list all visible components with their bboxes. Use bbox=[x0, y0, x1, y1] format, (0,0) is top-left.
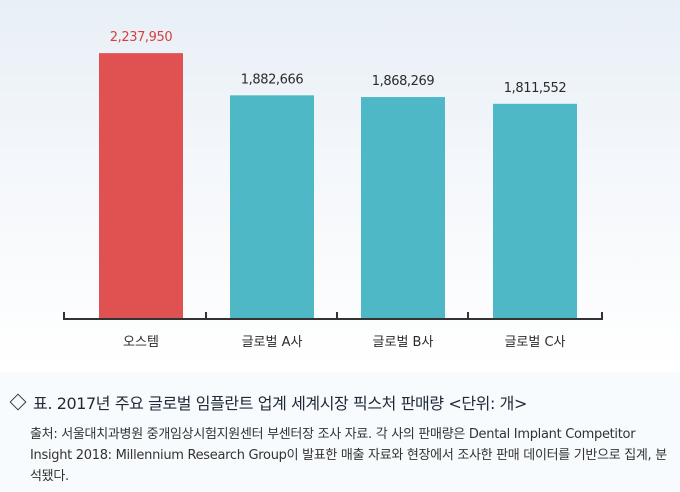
bar-chart: 2,237,950 오스템 1,882,666 글로벌 A사 1,868,269 글로벌 … bbox=[63, 30, 603, 350]
bar-value-label: 2,237,950 bbox=[110, 30, 173, 45]
caption-source: 출처: 서울대치과병원 중개임상시험지원센터 부센터장 조사 자료. 각 사의 … bbox=[30, 427, 667, 484]
caption-panel: 표. 2017년 주요 글로벌 임플란트 업계 세계시장 픽스처 판매량 <단위… bbox=[0, 372, 680, 492]
category-label: 글로벌 C사 bbox=[504, 335, 565, 350]
bar-value-label: 1,882,666 bbox=[241, 72, 304, 87]
diamond-outline-icon bbox=[9, 393, 27, 411]
caption-title: 표. 2017년 주요 글로벌 임플란트 업계 세계시장 픽스처 판매량 <단위… bbox=[33, 394, 527, 413]
category-label: 글로벌 B사 bbox=[373, 335, 434, 350]
chart-area: 2,237,950 오스템 1,882,666 글로벌 A사 1,868,269 글로벌 … bbox=[0, 0, 680, 372]
category-label: 오스템 bbox=[123, 335, 159, 350]
bar-4 bbox=[493, 103, 577, 319]
caption-title-line: 표. 2017년 주요 글로벌 임플란트 업계 세계시장 픽스처 판매량 <단위… bbox=[8, 390, 527, 414]
bar-value-label: 1,868,269 bbox=[372, 74, 435, 89]
bar-2 bbox=[230, 95, 314, 319]
bar-3 bbox=[361, 97, 445, 319]
bar-value-label: 1,811,552 bbox=[504, 81, 567, 96]
category-label: 글로벌 A사 bbox=[242, 335, 303, 350]
bar-1 bbox=[99, 53, 183, 320]
